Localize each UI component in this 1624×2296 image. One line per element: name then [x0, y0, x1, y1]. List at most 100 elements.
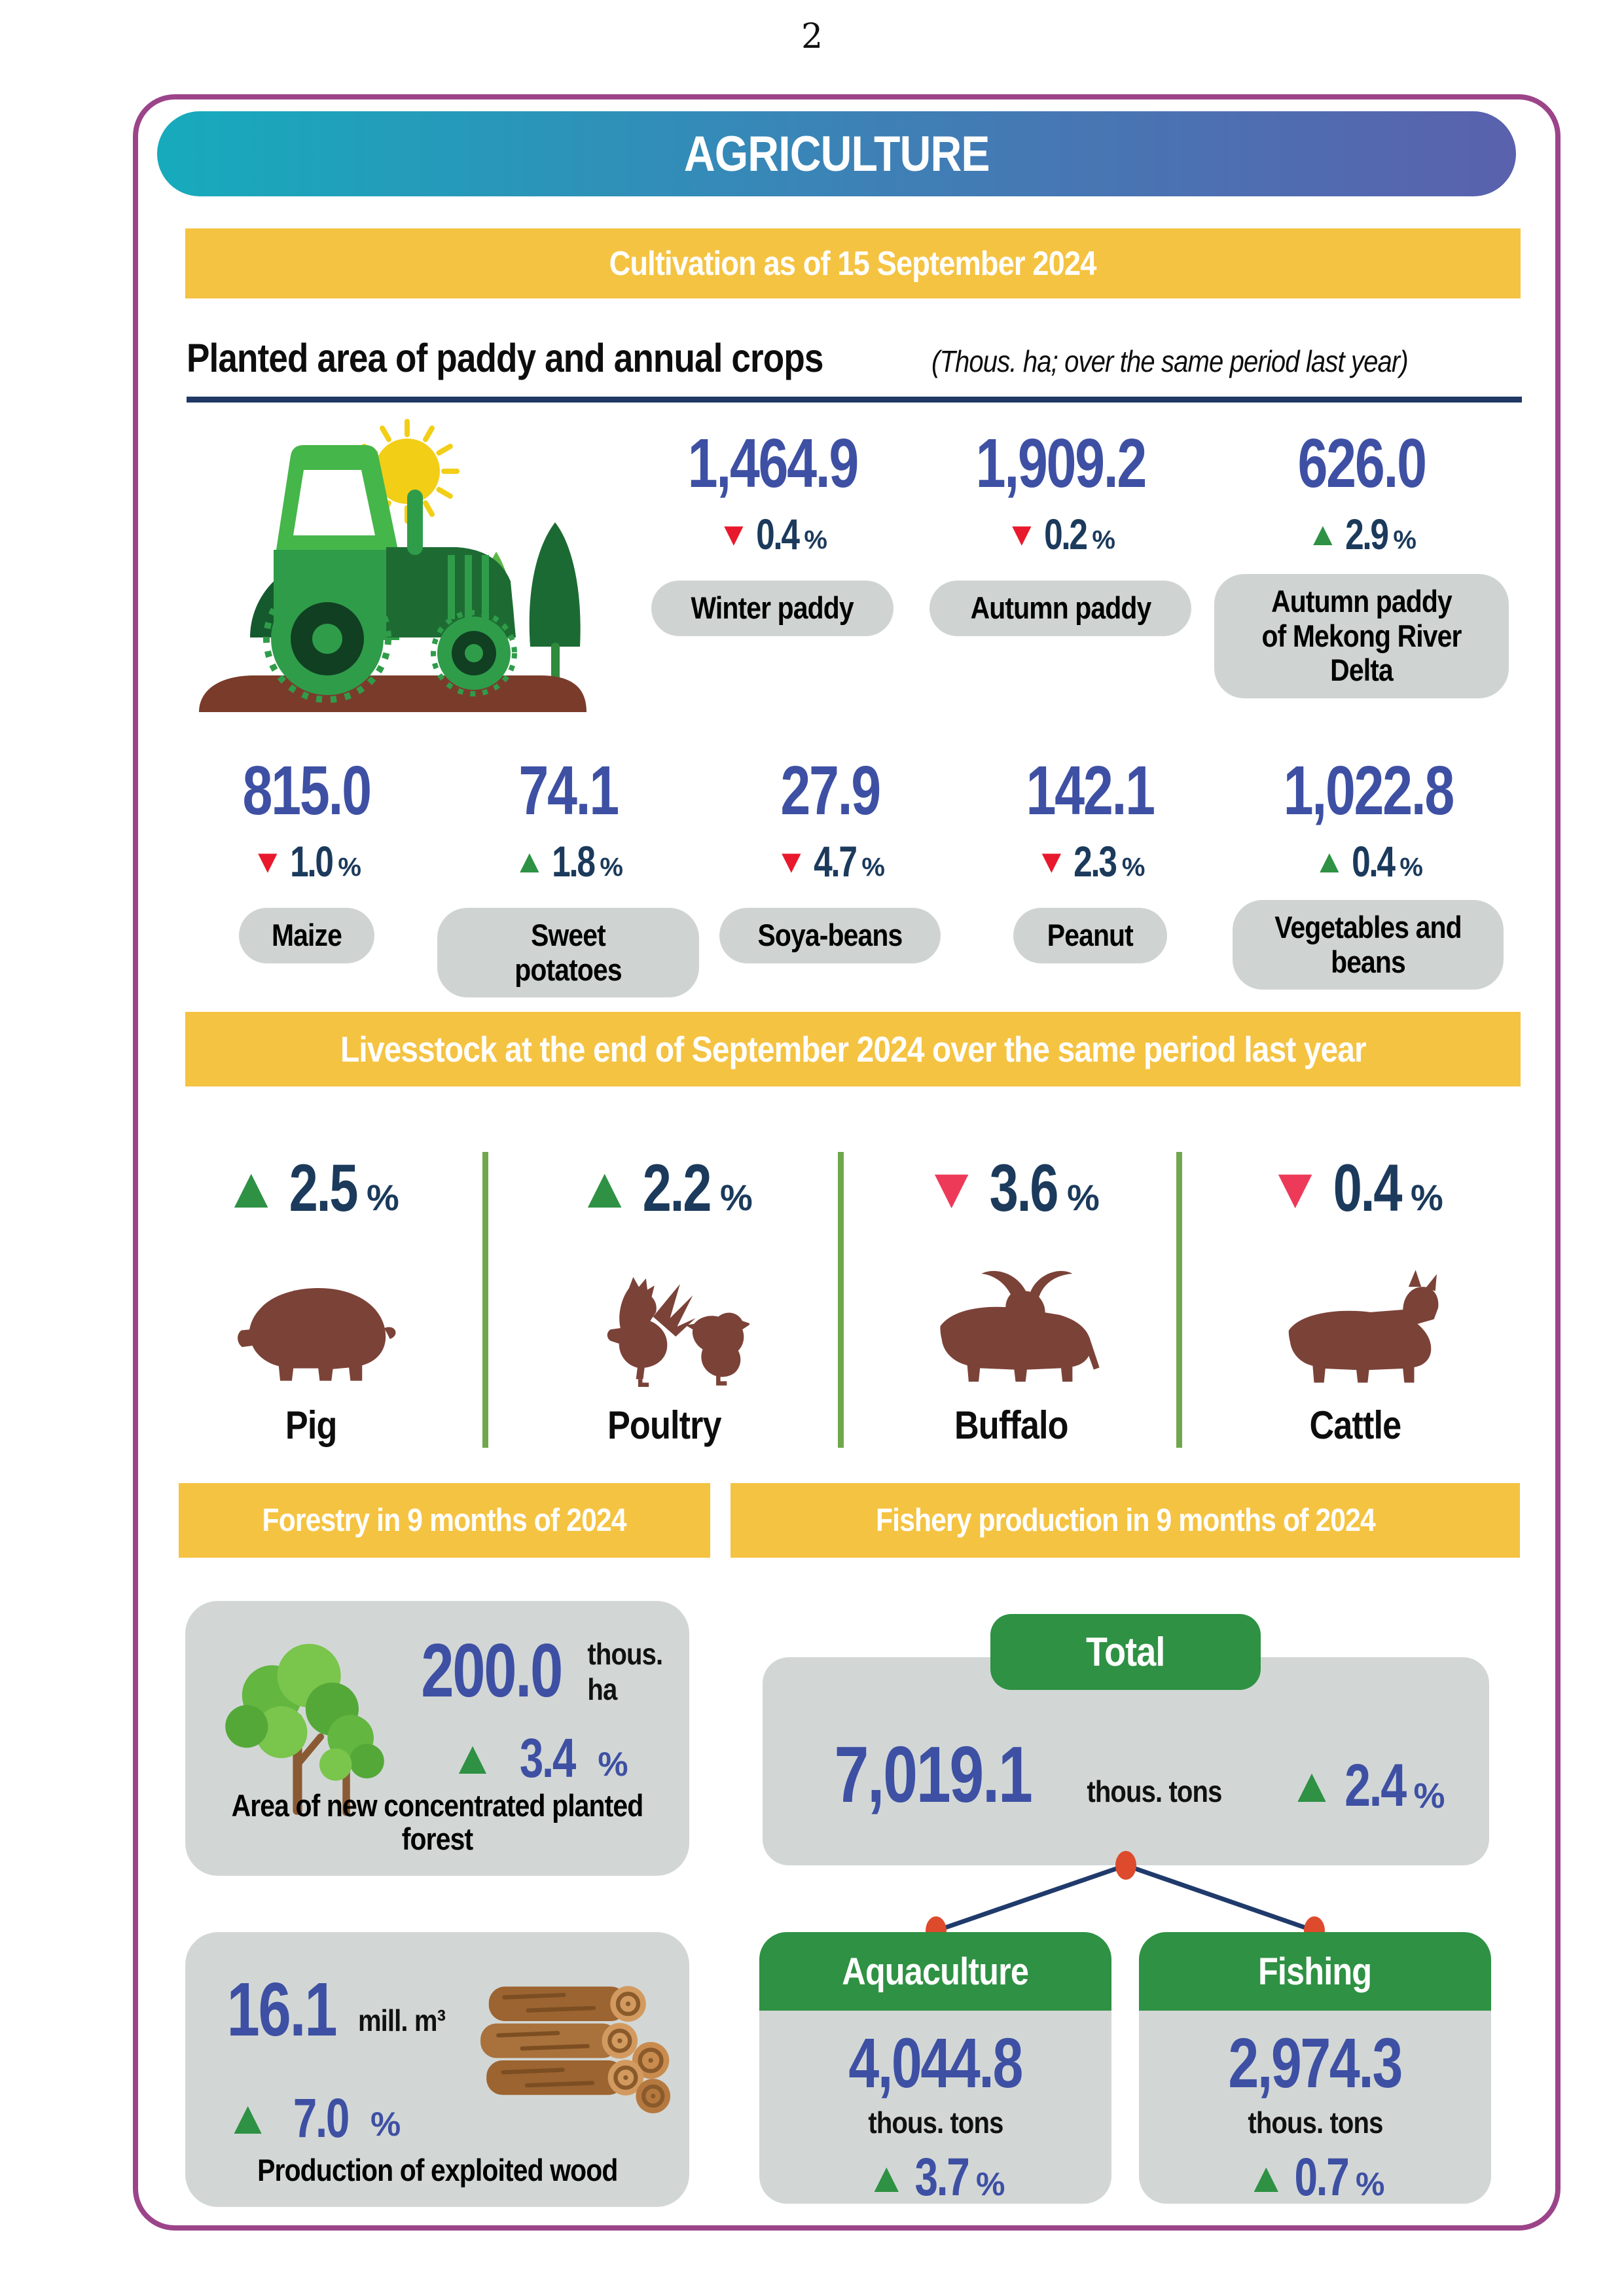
stat-change: ▲ 3.7 %	[865, 2147, 1005, 2204]
livestock-poultry: ▲ 2.2 % Poultry	[520, 1140, 808, 1448]
stat-peanut: 142.1 ▼ 2.3 % Peanut	[961, 756, 1219, 963]
up-triangle-icon: ▲	[1288, 1758, 1336, 1812]
up-triangle-icon: ▲	[1245, 2154, 1287, 2201]
stat-unit: thous. tons	[1247, 2106, 1383, 2140]
up-triangle-icon: ▲	[513, 843, 546, 880]
stat-change: ▼ 0.4 %	[1267, 1151, 1443, 1225]
stat-change: ▼ 0.2 %	[1005, 510, 1115, 558]
stat-change: ▲ 2.9 %	[1307, 510, 1416, 558]
livestock-cattle: ▼ 0.4 % Cattle	[1214, 1140, 1496, 1448]
heading-underline	[187, 397, 1522, 403]
livestock-pig: ▲ 2.5 % Pig	[167, 1140, 455, 1448]
stat-unit: thous. tons	[867, 2106, 1003, 2140]
up-triangle-icon: ▲	[223, 1155, 280, 1220]
card-header: Fishing	[1139, 1932, 1491, 2011]
down-triangle-icon: ▼	[1267, 1155, 1324, 1220]
livestock-label: Buffalo	[954, 1403, 1069, 1447]
up-triangle-icon: ▲	[576, 1155, 634, 1220]
banner-cultivation: Cultivation as of 15 September 2024	[185, 228, 1521, 298]
tractor-field-illustration	[199, 419, 586, 712]
stat-soya-beans: 27.9 ▼ 4.7 % Soya-beans	[699, 756, 961, 963]
forestry-card-exploited-wood: 16.1 mill. m³ ▲ 7.0 % Produ	[185, 1932, 689, 2207]
fishery-total-card: 7,019.1 thous. tons ▲ 2.4 %	[763, 1657, 1489, 1865]
stat-value: 74.1	[518, 752, 619, 829]
stat-value: 4,044.8	[848, 2023, 1024, 2102]
stat-change: ▲ 2.2 %	[576, 1151, 753, 1225]
tractor-icon	[250, 445, 517, 703]
stat-value: 200.0	[421, 1628, 563, 1713]
stat-change: ▲ 2.4 %	[1288, 1751, 1445, 1819]
up-triangle-icon: ▲	[1313, 843, 1346, 880]
stat-value: 1,909.2	[975, 425, 1147, 502]
livestock-buffalo: ▼ 3.6 % Buffalo	[867, 1140, 1155, 1448]
page-number: 2	[801, 17, 823, 56]
stat-value: 1,022.8	[1283, 752, 1454, 829]
stat-change: ▲ 0.4 %	[1313, 837, 1423, 886]
stat-value: 27.9	[780, 752, 881, 829]
stat-value: 1,464.9	[687, 425, 859, 502]
stat-change: ▼ 2.3 %	[1035, 837, 1146, 886]
livestock-label: Poultry	[607, 1403, 722, 1447]
down-triangle-icon: ▼	[1005, 516, 1038, 552]
down-triangle-icon: ▼	[1035, 843, 1068, 880]
stat-change: ▼ 1.0 %	[251, 837, 361, 886]
stat-label-pill: Maize	[238, 908, 374, 963]
stat-change: ▼ 0.4 %	[717, 510, 827, 558]
down-triangle-icon: ▼	[923, 1155, 981, 1220]
stat-value: 7,019.1	[834, 1730, 1033, 1819]
up-triangle-icon: ▲	[1307, 516, 1339, 552]
stat-change: ▲ 0.7 %	[1245, 2147, 1385, 2204]
stat-winter-paddy: 1,464.9 ▼ 0.4 % Winter paddy	[628, 429, 916, 636]
stat-maize: 815.0 ▼ 1.0 % Maize	[175, 756, 437, 963]
cattle-icon	[1288, 1270, 1439, 1383]
page-border-frame	[133, 94, 1561, 2231]
fishing-card: Fishing 2,974.3 thous. tons ▲ 0.7 %	[1139, 1932, 1491, 2204]
banner-forestry: Forestry in 9 months of 2024	[179, 1483, 710, 1558]
up-triangle-icon: ▲	[865, 2154, 907, 2201]
planted-area-heading: Planted area of paddy and annual crops (…	[187, 335, 1522, 381]
stat-value: 16.1	[226, 1967, 338, 2052]
stat-label-pill: Autumn paddy	[929, 581, 1192, 636]
stat-label-pill: Sweet potatoes	[437, 908, 699, 998]
divider	[1176, 1152, 1182, 1448]
banner-fishery: Fishery production in 9 months of 2024	[731, 1483, 1520, 1558]
down-triangle-icon: ▼	[775, 843, 808, 880]
stat-label-pill: Autumn paddy of Mekong River Delta	[1214, 574, 1509, 698]
pig-icon	[238, 1287, 396, 1381]
down-triangle-icon: ▼	[717, 516, 750, 552]
stat-change: ▲ 2.5 %	[223, 1151, 399, 1225]
stat-change: ▲ 7.0 %	[225, 2087, 401, 2149]
fishery-tree-connector	[926, 1851, 1325, 1945]
livestock-label: Cattle	[1309, 1403, 1401, 1447]
page-title: AGRICULTURE	[683, 126, 990, 182]
banner-livestock: Livesstock at the end of September 2024 …	[185, 1012, 1521, 1086]
card-caption: Production of exploited wood	[257, 2153, 618, 2188]
stat-unit: mill. m³	[357, 2003, 446, 2037]
stat-label-pill: Vegetables and beans	[1233, 900, 1504, 990]
aquaculture-card: Aquaculture 4,044.8 thous. tons ▲ 3.7 %	[759, 1932, 1111, 2204]
card-header: Aquaculture	[759, 1932, 1111, 2011]
section-header-agriculture: AGRICULTURE	[157, 111, 1516, 196]
up-triangle-icon: ▲	[225, 2092, 272, 2144]
livestock-label: Pig	[285, 1403, 337, 1447]
stat-change: ▼ 3.6 %	[923, 1151, 1100, 1225]
total-stat: 7,019.1 thous. tons ▲ 2.4 %	[763, 1734, 1489, 1820]
stat-autumn-paddy-mekong: 626.0 ▲ 2.9 % Autumn paddy of Mekong Riv…	[1214, 429, 1509, 698]
trees-icon	[225, 1643, 384, 1816]
ground-mound	[199, 675, 586, 712]
divider	[838, 1152, 844, 1448]
heading-text: Planted area of paddy and annual crops	[187, 336, 823, 380]
heading-note: (Thous. ha; over the same period last ye…	[931, 344, 1409, 378]
stat-change: ▲ 1.8 %	[513, 837, 623, 886]
up-triangle-icon: ▲	[449, 1732, 496, 1784]
stat-autumn-paddy: 1,909.2 ▼ 0.2 % Autumn paddy	[916, 429, 1204, 636]
stat-sweet-potatoes: 74.1 ▲ 1.8 % Sweet potatoes	[437, 752, 699, 998]
stat-vegetables-beans: 1,022.8 ▲ 0.4 % Vegetables and beans	[1227, 756, 1509, 990]
stat-unit: thous. tons	[1086, 1774, 1222, 1808]
stat-change: ▲ 3.4 %	[449, 1727, 628, 1789]
forestry-card-planted-forest: 200.0 thous. ha ▲ 3.4 % Area of new conc…	[185, 1601, 689, 1876]
logs-icon	[480, 1986, 671, 2113]
card-caption: Area of new concentrated planted forest	[231, 1787, 644, 1857]
connector-dot	[1115, 1851, 1136, 1880]
